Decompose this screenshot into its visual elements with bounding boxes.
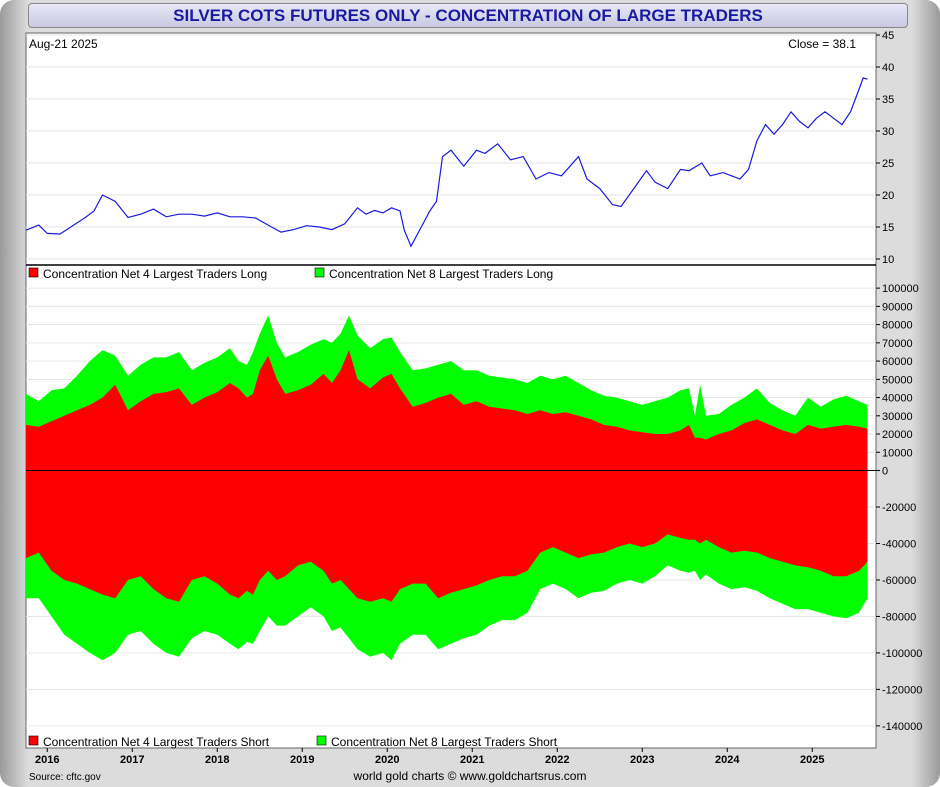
conc-tick-label: -20000: [882, 502, 916, 514]
conc-tick-label: 70000: [882, 338, 913, 350]
legend-net4-long-swatch: [28, 267, 39, 278]
price-tick-label: 30: [882, 126, 894, 138]
legend-net8-long: Concentration Net 8 Largest Traders Long: [329, 267, 553, 281]
conc-tick-label: 100000: [882, 283, 919, 295]
conc-tick-label: 90000: [882, 301, 913, 313]
price-tick-label: 20: [882, 190, 894, 202]
chart-title: SILVER COTS FUTURES ONLY - CONCENTRATION…: [28, 3, 908, 28]
legend-net4-long: Concentration Net 4 Largest Traders Long: [43, 267, 267, 281]
conc-tick-label: -100000: [882, 648, 922, 660]
conc-tick-label: -40000: [882, 538, 916, 550]
price-tick-label: 10: [882, 254, 894, 266]
conc-tick-label: 10000: [882, 447, 913, 459]
year-tick-label: 2019: [290, 754, 314, 766]
legend-net8-long-swatch: [314, 267, 325, 278]
net4-short-area: [26, 470, 868, 602]
close-label: Close = 38.1: [788, 37, 856, 51]
price-tick-label: 40: [882, 62, 894, 74]
legend-net4-short-swatch: [28, 735, 39, 746]
year-tick-label: 2023: [630, 754, 654, 766]
price-line: [25, 77, 868, 248]
year-tick-label: 2016: [35, 754, 59, 766]
conc-tick-label: 50000: [882, 374, 913, 386]
year-tick-label: 2021: [460, 754, 484, 766]
legend-net8-short: Concentration Net 8 Largest Traders Shor…: [331, 735, 558, 749]
legend-net4-short: Concentration Net 4 Largest Traders Shor…: [43, 735, 270, 749]
year-tick-label: 2017: [120, 754, 144, 766]
legend-net8-short-swatch: [316, 735, 327, 746]
year-tick-label: 2020: [375, 754, 399, 766]
price-tick-label: 35: [882, 94, 894, 106]
year-tick-label: 2018: [205, 754, 229, 766]
conc-tick-label: -120000: [882, 684, 922, 696]
conc-tick-label: -140000: [882, 721, 922, 733]
chart-labels: Aug-21 2025 Close = 38.1 Concentration N…: [28, 37, 856, 783]
concentration-panel: 1000009000080000700006000050000400003000…: [26, 283, 922, 766]
conc-tick-label: 60000: [882, 356, 913, 368]
conc-tick-label: -60000: [882, 575, 916, 587]
conc-tick-label: -80000: [882, 611, 916, 623]
source-label: Source: cftc.gov: [29, 772, 101, 783]
conc-tick-label: 40000: [882, 393, 913, 405]
credit-label: world gold charts © www.goldchartsrus.co…: [353, 769, 587, 783]
conc-tick-label: 30000: [882, 411, 913, 423]
conc-tick-label: 80000: [882, 320, 913, 332]
price-tick-label: 25: [882, 158, 894, 170]
year-tick-label: 2025: [800, 754, 824, 766]
price-tick-label: 15: [882, 222, 894, 234]
conc-tick-label: 0: [882, 466, 888, 478]
price-panel: 10 15 20 25 30 35 40 45: [25, 30, 894, 266]
net4-long-area: [26, 350, 868, 471]
year-tick-label: 2024: [715, 754, 740, 766]
year-tick-label: 2022: [545, 754, 569, 766]
date-label: Aug-21 2025: [29, 37, 98, 51]
conc-tick-label: 20000: [882, 429, 913, 441]
price-tick-label: 45: [882, 30, 894, 42]
